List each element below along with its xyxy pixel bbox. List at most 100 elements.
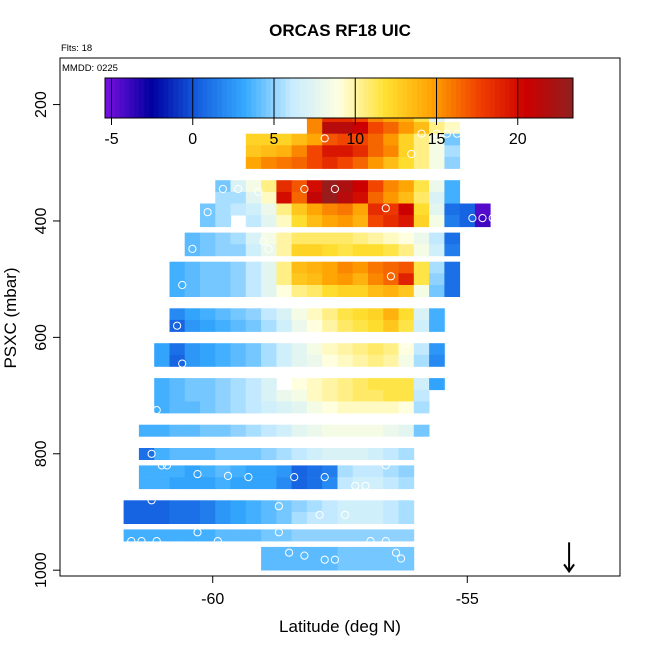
heatmap-cell	[200, 354, 216, 367]
heatmap-cell	[169, 308, 186, 321]
heatmap-cell	[306, 401, 323, 414]
heatmap-cell	[368, 319, 384, 332]
heatmap-cell	[368, 465, 384, 478]
sample-point	[407, 149, 416, 159]
heatmap-cell	[169, 500, 186, 513]
heatmap-cell	[368, 285, 384, 297]
heatmap-cell	[291, 319, 308, 332]
colorbar-segment	[426, 78, 433, 118]
heatmap-cell	[261, 285, 277, 297]
colorbar-segment	[251, 78, 257, 118]
heatmap-cell	[306, 261, 323, 274]
heatmap-cell	[291, 477, 308, 490]
sample-point	[264, 244, 273, 253]
heatmap-cell	[398, 215, 415, 228]
heatmap-cell	[459, 215, 476, 228]
heatmap-cell	[352, 308, 369, 321]
heatmap-cell	[398, 191, 415, 204]
heatmap-cell	[215, 203, 231, 216]
heatmap-cell	[322, 512, 338, 524]
heatmap-cell	[306, 512, 323, 524]
heatmap-cell	[444, 273, 461, 286]
heatmap-cell	[368, 378, 384, 391]
heatmap-cell	[154, 465, 170, 478]
heatmap-cell	[383, 401, 399, 414]
heatmap-cell	[337, 156, 354, 169]
heatmap-cell	[444, 261, 461, 274]
heatmap-cell	[245, 215, 262, 228]
heatmap-cell	[368, 401, 384, 414]
heatmap-cell	[291, 500, 308, 513]
colorbar-segment	[114, 78, 121, 118]
colorbar-segment	[197, 78, 204, 118]
heatmap-cell	[322, 529, 338, 542]
heatmap-cell	[413, 424, 430, 437]
heatmap-cell	[169, 529, 186, 542]
heatmap-cell	[200, 529, 216, 542]
colorbar-segment	[275, 78, 282, 118]
heatmap-cell	[200, 378, 216, 391]
sample-point	[386, 272, 395, 281]
heatmap-cell	[291, 191, 308, 204]
heatmap-cell	[306, 500, 323, 513]
heatmap-cell	[398, 401, 415, 414]
heatmap-cell	[383, 529, 399, 542]
heatmap-cell	[230, 261, 247, 274]
colorbar-segment	[563, 78, 569, 118]
heatmap-cell	[398, 378, 415, 391]
heatmap-cell	[200, 500, 216, 513]
heatmap-cell	[200, 203, 216, 216]
heatmap-cell	[322, 203, 338, 216]
heatmap-cell	[230, 378, 247, 391]
heatmap-cell	[398, 122, 415, 134]
heatmap-cell	[276, 244, 293, 257]
heatmap-cell	[230, 512, 247, 524]
heatmap-cell	[215, 319, 231, 332]
colorbar-tick-label: -5	[104, 131, 118, 148]
heatmap-cell	[200, 319, 216, 332]
x-axis-tick-label: -55	[456, 591, 479, 608]
heatmap-cell	[368, 156, 384, 169]
heatmap-cell	[230, 354, 247, 367]
heatmap-cell	[322, 558, 338, 571]
heatmap-cell	[337, 378, 354, 391]
heatmap-cell	[368, 232, 384, 245]
colorbar-segment	[148, 78, 155, 118]
heatmap-cell	[352, 512, 369, 524]
heatmap-cell	[306, 203, 323, 216]
heatmap-cell	[200, 465, 216, 478]
heatmap-cell	[261, 378, 277, 391]
heatmap-cell	[291, 308, 308, 321]
colorbar-segment	[270, 78, 277, 118]
heatmap-cell	[184, 389, 201, 402]
heatmap-cell	[352, 232, 369, 245]
colorbar-segment	[285, 78, 291, 118]
heatmap-cell	[276, 529, 293, 542]
heatmap-cell	[184, 273, 201, 286]
heatmap-cell	[429, 180, 445, 193]
heatmap-cell	[322, 232, 338, 245]
heatmap-cell	[413, 273, 430, 286]
heatmap-cell	[413, 133, 430, 146]
heatmap-cell	[230, 389, 247, 402]
heatmap-cell	[383, 465, 399, 478]
colorbar-tick-label: 15	[428, 131, 446, 148]
heatmap-cell	[322, 180, 338, 193]
heatmap-cell	[337, 145, 354, 158]
colorbar-segment	[168, 78, 174, 118]
heatmap-cell	[352, 546, 369, 559]
colorbar-segment	[451, 78, 457, 118]
heatmap-cell	[291, 512, 308, 524]
heatmap-cell	[322, 191, 338, 204]
heatmap-cell	[261, 180, 277, 193]
colorbar-segment	[519, 78, 525, 118]
heatmap-cell	[383, 133, 399, 146]
heatmap-cell	[154, 512, 170, 524]
heatmap-cell	[383, 424, 399, 437]
colorbar-segment	[538, 78, 545, 118]
colorbar-segment	[485, 78, 491, 118]
heatmap-cell	[413, 308, 430, 321]
sample-point	[300, 184, 309, 194]
heatmap-cell	[291, 378, 308, 391]
heatmap-cell	[261, 448, 277, 460]
